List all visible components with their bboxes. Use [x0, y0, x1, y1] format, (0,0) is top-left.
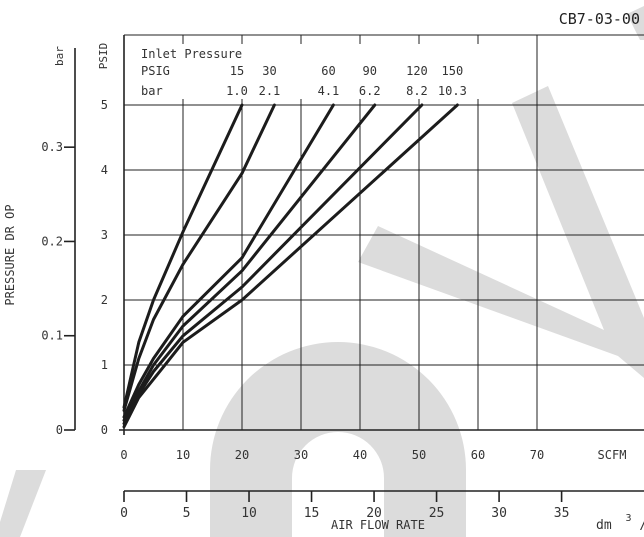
x-tick-scfm-10: 10	[176, 448, 190, 462]
x-tick-scfm-50: 50	[412, 448, 426, 462]
x-tick-scfm-0: 0	[120, 448, 127, 462]
y-tick-psid-4: 4	[101, 163, 108, 177]
y-tick-psid-0: 0	[101, 423, 108, 437]
legend-values: 15 1.0 30 2.1 60 4.1 90 6.2 120 8.2 150 10.3	[226, 64, 467, 98]
x-tick-dm3s-35: 35	[554, 506, 570, 521]
x-tick-dm3s-10: 10	[241, 506, 257, 521]
x-axis-title: AIR FLOW RATE	[331, 518, 425, 532]
x-tick-dm3s-5: 5	[183, 506, 191, 521]
legend-psig-30: 30	[262, 64, 276, 78]
x-tick-dm3s-0: 0	[120, 506, 128, 521]
legend-bar-4.1: 4.1	[318, 84, 340, 98]
x-unit-dm: dm	[596, 518, 612, 533]
watermark-chevron	[358, 86, 644, 378]
x-tick-dm3s-25: 25	[429, 506, 445, 521]
legend-psig-120: 120	[406, 64, 428, 78]
figure-code: CB7-03-00	[559, 10, 640, 28]
x-tick-scfm-60: 60	[471, 448, 485, 462]
legend-psig-15: 15	[230, 64, 244, 78]
legend-psig-label: PSIG	[141, 64, 170, 78]
y-tick-bar-0.2: 0.2	[41, 234, 63, 248]
y-axis-title: PRESSURE DR OP	[3, 204, 17, 305]
legend-bar-8.2: 8.2	[406, 84, 428, 98]
y-tick-bar-0.3: 0.3	[41, 140, 63, 154]
legend-psig-60: 60	[321, 64, 335, 78]
series-line-15-psig	[122, 103, 244, 409]
x-unit-exponent: 3	[625, 513, 631, 524]
series-line-60-psig	[122, 103, 335, 419]
y-unit-psid: PSID	[97, 43, 110, 70]
x-unit-per-second: /s	[639, 518, 644, 533]
x-tick-scfm-30: 30	[294, 448, 308, 462]
y-tick-bar-0.1: 0.1	[41, 329, 63, 343]
x-unit-scfm: SCFM	[598, 448, 627, 462]
series-line-150-psig	[122, 103, 459, 429]
legend-bar-2.1: 2.1	[259, 84, 281, 98]
x-tick-scfm-20: 20	[235, 448, 249, 462]
legend-bar-6.2: 6.2	[359, 84, 381, 98]
y-tick-bar-0: 0	[56, 423, 63, 437]
legend-psig-150: 150	[442, 64, 464, 78]
y-tick-psid-5: 5	[101, 98, 108, 112]
x-tick-dm3s-30: 30	[491, 506, 507, 521]
x-tick-dm3s-20: 20	[366, 506, 382, 521]
legend-bar-label: bar	[141, 84, 163, 98]
x-tick-scfm-70: 70	[530, 448, 544, 462]
legend-bar-10.3: 10.3	[438, 84, 467, 98]
series-lines	[122, 103, 459, 429]
watermark-stroke-left	[0, 470, 46, 537]
legend-psig-90: 90	[363, 64, 377, 78]
watermark-stroke-top	[627, 6, 644, 40]
watermark-ring	[210, 342, 466, 537]
y-tick-psid-3: 3	[101, 228, 108, 242]
y-unit-bar: bar	[53, 46, 66, 66]
legend: Inlet Pressure PSIG bar 15 1.0 30 2.1 60 4.1 9…	[134, 44, 518, 99]
y-tick-psid-1: 1	[101, 358, 108, 372]
x-tick-dm3s-15: 15	[304, 506, 320, 521]
x-tick-scfm-40: 40	[353, 448, 367, 462]
y-tick-psid-2: 2	[101, 293, 108, 307]
x-unit-dm3s: dm 3 /s	[596, 510, 644, 533]
legend-title: Inlet Pressure	[141, 47, 242, 61]
series-line-30-psig	[122, 103, 276, 412]
legend-background	[134, 44, 518, 99]
legend-bar-1.0: 1.0	[226, 84, 248, 98]
watermark	[0, 6, 644, 537]
